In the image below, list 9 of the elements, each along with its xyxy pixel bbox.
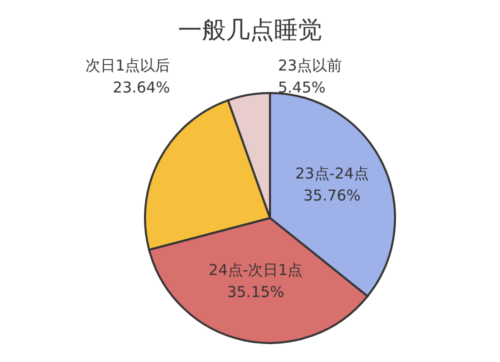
data-label: 35.15%	[227, 283, 284, 302]
slice-label: 23点以前	[278, 56, 342, 74]
data-label: 23.64%	[112, 78, 170, 96]
slice-label: 次日1点以后	[85, 56, 170, 74]
chart-title: 一般几点睡觉	[178, 16, 322, 44]
data-label: 35.76%	[303, 186, 361, 204]
data-label: 5.45%	[278, 78, 326, 96]
slice-label: 24点-次日1点	[208, 261, 303, 280]
slice-label: 23点-24点	[295, 164, 369, 182]
